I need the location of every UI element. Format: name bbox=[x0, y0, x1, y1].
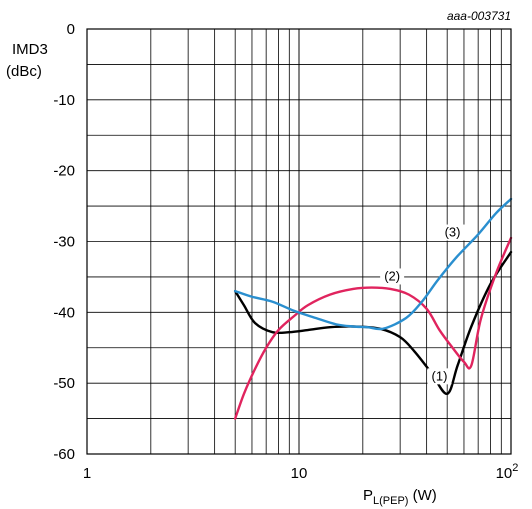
series-label-1: (1) bbox=[432, 368, 448, 383]
x-axis-label-subscript: L(PEP) bbox=[373, 495, 408, 507]
y-tick-label: -50 bbox=[53, 375, 75, 392]
series-label-background bbox=[380, 268, 405, 285]
series-annotations: (1) (2) (3) bbox=[380, 224, 465, 385]
y-axis-label-line1: IMD3 bbox=[12, 41, 48, 58]
x-tick-label: 1 bbox=[83, 465, 91, 482]
x-axis-label-unit: (W) bbox=[408, 487, 436, 504]
y-axis-label-line2: (dBc) bbox=[6, 63, 42, 80]
series-line-3 bbox=[233, 197, 513, 331]
x-tick-label-exponent: 2 bbox=[512, 462, 518, 474]
y-tick-label: -20 bbox=[53, 163, 75, 180]
series-label-2: (2) bbox=[384, 268, 400, 283]
plot-lines bbox=[233, 197, 513, 420]
series-label-background bbox=[427, 368, 452, 385]
series-label-background bbox=[440, 224, 465, 241]
grid bbox=[87, 29, 511, 454]
plot-frame bbox=[86, 28, 512, 455]
y-tick-label: -60 bbox=[53, 446, 75, 463]
figure-reference: aaa-003731 bbox=[447, 9, 511, 23]
y-tick-label: 0 bbox=[67, 21, 75, 38]
y-tick-label: -30 bbox=[53, 234, 75, 251]
tick-labels: 0-10-20-30-40-50-601 10 102 bbox=[53, 21, 518, 482]
series-label-3: (3) bbox=[445, 225, 461, 240]
x-tick-label: 10 bbox=[291, 465, 308, 482]
x-tick-label-base: 1 bbox=[83, 465, 91, 482]
x-axis-label: PL(PEP) (W) bbox=[363, 487, 437, 507]
x-tick-label-base: 10 bbox=[291, 465, 308, 482]
series-line-1 bbox=[233, 250, 513, 395]
y-tick-label: -10 bbox=[53, 92, 75, 109]
series-line-2 bbox=[233, 236, 513, 420]
x-axis-label-main: P bbox=[363, 487, 373, 504]
x-tick-label: 102 bbox=[496, 462, 519, 482]
y-tick-label: -40 bbox=[53, 304, 75, 321]
x-tick-label-base: 10 bbox=[496, 465, 513, 482]
